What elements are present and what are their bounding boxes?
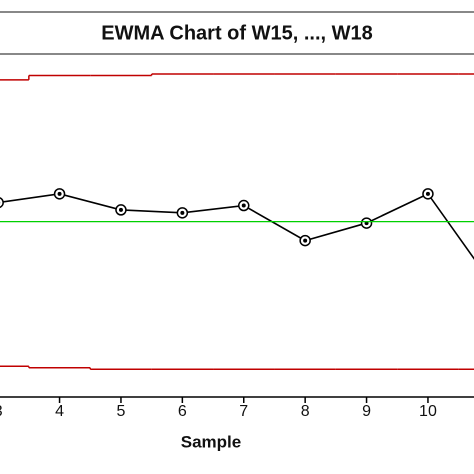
point-dot	[118, 207, 123, 212]
x-ticks: 34567891011	[0, 397, 437, 420]
x-tick-label: 6	[178, 403, 187, 420]
plot-area	[0, 73, 474, 370]
title-box	[0, 11, 474, 55]
x-axis-label: Sample	[181, 432, 241, 451]
x-tick-label: 9	[362, 403, 371, 420]
point-dot	[180, 210, 185, 215]
x-tick-label: 8	[301, 403, 310, 420]
chart-title: EWMA Chart of W15, ..., W18	[101, 22, 373, 44]
point-dot	[57, 191, 62, 196]
point	[0, 197, 4, 209]
point-dot	[241, 203, 246, 208]
x-tick-label: 5	[117, 403, 126, 420]
x-tick-label: 4	[55, 403, 64, 420]
point-dot	[425, 191, 430, 196]
x-tick-label: 7	[239, 403, 248, 420]
x-tick-label: 3	[0, 403, 3, 420]
point-dot	[303, 238, 308, 243]
x-tick-label: 10	[419, 403, 437, 420]
